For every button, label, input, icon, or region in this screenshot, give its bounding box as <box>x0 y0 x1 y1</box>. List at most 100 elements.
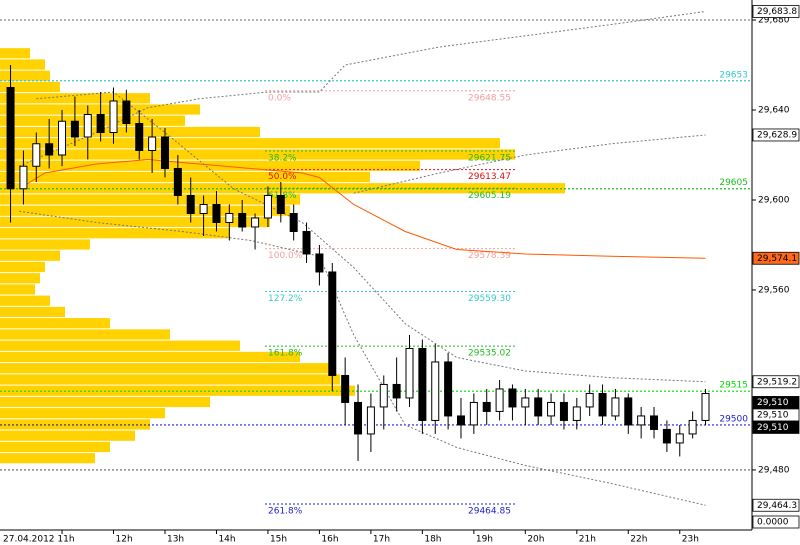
y-tick-label: 29,680 <box>758 16 790 26</box>
fib-price: 29578.39 <box>468 251 511 261</box>
volume-profile-bar <box>0 171 370 183</box>
candle-body <box>109 100 118 134</box>
x-tick-label: 15h <box>270 535 287 545</box>
fib-level: 127.2% <box>268 294 303 304</box>
volume-profile-bar <box>0 250 60 261</box>
volume-profile-bar <box>0 104 200 115</box>
volume-profile-bar <box>0 228 230 239</box>
volume-profile-bar <box>0 430 135 441</box>
bottom-axis-bg <box>0 530 800 545</box>
candle-body <box>534 397 543 417</box>
price-tag-label: 29,628.9 <box>757 130 797 140</box>
x-tick-label: 17h <box>373 535 390 545</box>
volume-profile-bar <box>0 318 110 329</box>
candle-body <box>289 212 298 232</box>
price-tag-label: 29,510 <box>757 398 789 408</box>
fib-price: 29559.30 <box>468 294 511 304</box>
volume-profile-bar <box>0 284 35 295</box>
candle-body <box>431 361 440 421</box>
candle-body <box>6 87 15 190</box>
volume-profile-bar <box>0 205 290 216</box>
x-tick-label: 21h <box>579 535 596 545</box>
price-tag <box>752 421 800 434</box>
indicator-line <box>353 134 706 194</box>
volume-profile-bar <box>0 351 300 363</box>
candle-body <box>58 120 67 156</box>
volume-profile-bar <box>0 408 165 419</box>
candle-body <box>650 415 659 430</box>
fib-price: 29648.55 <box>468 93 511 103</box>
volume-profile-bar <box>0 194 300 205</box>
candle-body <box>354 401 363 435</box>
candle-body <box>444 361 453 417</box>
candle-body <box>405 347 414 399</box>
fib-level: 0.0% <box>268 93 291 103</box>
fib-level: 100.0% <box>268 251 303 261</box>
volume-profile-bar <box>0 419 150 430</box>
volume-profile-bar <box>0 126 260 138</box>
candle-body <box>495 388 504 412</box>
volume-profile-bar <box>0 216 270 228</box>
price-tag <box>752 408 800 422</box>
candle-body <box>366 406 375 435</box>
price-tag-label: 29,510 <box>757 423 789 433</box>
candle-body <box>225 212 234 223</box>
fib-level: 261.8% <box>268 507 303 517</box>
volume-profile-bar <box>0 160 420 171</box>
volume-profile-bar <box>0 115 185 126</box>
volume-profile-bar <box>0 70 50 81</box>
candle-body <box>572 406 581 421</box>
candle-body <box>701 392 710 421</box>
fib-level: 161.8% <box>268 349 303 359</box>
fib-level: 38.2% <box>268 154 297 164</box>
fib-price: 29535.02 <box>468 349 511 359</box>
volume-profile-bar <box>0 81 60 93</box>
price-tag-label: 29,574.1 <box>757 254 797 264</box>
candle-body <box>456 415 465 426</box>
price-tag-label: 29,510 <box>757 410 789 420</box>
fib-price: 29464.85 <box>468 507 511 517</box>
candle-body <box>637 415 646 426</box>
candle-body <box>598 392 607 417</box>
volume-profile-bar <box>0 149 515 160</box>
candle-body <box>238 212 247 228</box>
candle-body <box>160 136 169 169</box>
candle-body <box>45 143 54 156</box>
candle-body <box>302 230 311 255</box>
price-tag <box>752 498 800 512</box>
candle-body <box>276 194 285 214</box>
y-tick-label: 29,560 <box>758 285 790 295</box>
y-tick-label: 29,600 <box>758 195 790 205</box>
volume-profile-bar <box>0 306 65 318</box>
price-tag <box>752 375 800 389</box>
candle-body <box>19 165 28 190</box>
candle-body <box>148 136 157 151</box>
candle-body <box>251 217 260 228</box>
candle-body <box>392 383 401 399</box>
volume-profile-bar <box>0 374 340 385</box>
volume-profile-bar <box>0 329 170 340</box>
candle-body <box>508 388 517 408</box>
level-label: 29515 <box>719 381 748 391</box>
price-tag-label: 0.0000 <box>757 518 789 528</box>
candle-body <box>469 401 478 426</box>
indicator-line <box>36 91 706 383</box>
fib-level: 50.0% <box>268 172 297 182</box>
candle-body <box>263 194 272 219</box>
right-axis-bg <box>752 0 800 545</box>
volume-profile-bar <box>0 396 210 408</box>
candle-body <box>135 123 144 151</box>
x-tick-label: 18h <box>424 535 441 545</box>
candle-body <box>559 401 568 421</box>
x-tick-label: 22h <box>630 535 647 545</box>
level-label: 29605 <box>719 178 748 188</box>
volume-profile-bar <box>0 340 240 351</box>
candle-body <box>70 120 79 138</box>
x-tick-label: 13h <box>167 535 184 545</box>
level-label: 29500 <box>719 414 748 424</box>
y-tick-label: 29,480 <box>758 465 790 475</box>
candle-body <box>32 143 41 167</box>
candle-body <box>675 433 684 444</box>
x-tick-label: 23h <box>682 535 699 545</box>
